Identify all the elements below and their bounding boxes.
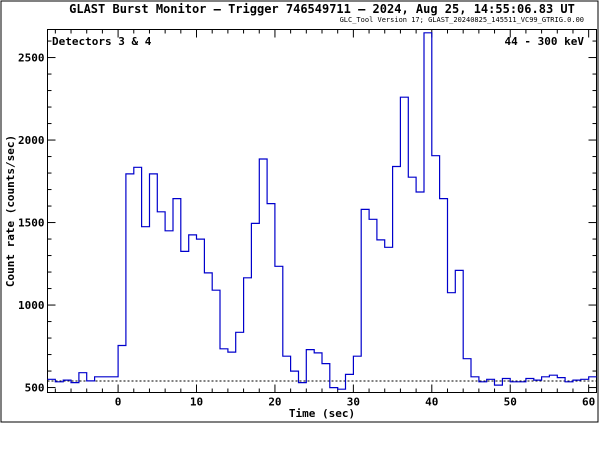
- x-tick-label: 20: [268, 396, 281, 409]
- y-tick-label: 500: [25, 382, 45, 395]
- axis-ticks: [47, 29, 597, 393]
- axis-tick-labels: 0 10 20 30 40 50 60 500 1000 1500 2000 2500: [18, 52, 595, 409]
- x-tick-label: 50: [504, 396, 517, 409]
- x-tick-label: 40: [425, 396, 438, 409]
- y-tick-label: 2500: [18, 52, 45, 65]
- y-tick-label: 1500: [18, 217, 45, 230]
- energy-range-annotation: 44 - 300 keV: [505, 35, 585, 48]
- x-tick-label: 60: [582, 396, 595, 409]
- x-tick-label: 30: [347, 396, 360, 409]
- figure-frame: [0, 0, 599, 423]
- y-tick-label: 2000: [18, 134, 45, 147]
- y-axis-label: Count rate (counts/sec): [4, 135, 17, 287]
- count-rate-lightcurve: [47, 32, 597, 390]
- x-tick-label: 0: [115, 396, 122, 409]
- y-tick-label: 1000: [18, 299, 45, 312]
- x-tick-label: 10: [190, 396, 203, 409]
- chart-subtitle: GLC_Tool Version 17; GLAST_20240825_1455…: [340, 16, 584, 24]
- detectors-annotation: Detectors 3 & 4: [52, 35, 152, 48]
- x-axis-label: Time (sec): [289, 407, 355, 420]
- chart-title: GLAST Burst Monitor – Trigger 746549711 …: [69, 2, 575, 16]
